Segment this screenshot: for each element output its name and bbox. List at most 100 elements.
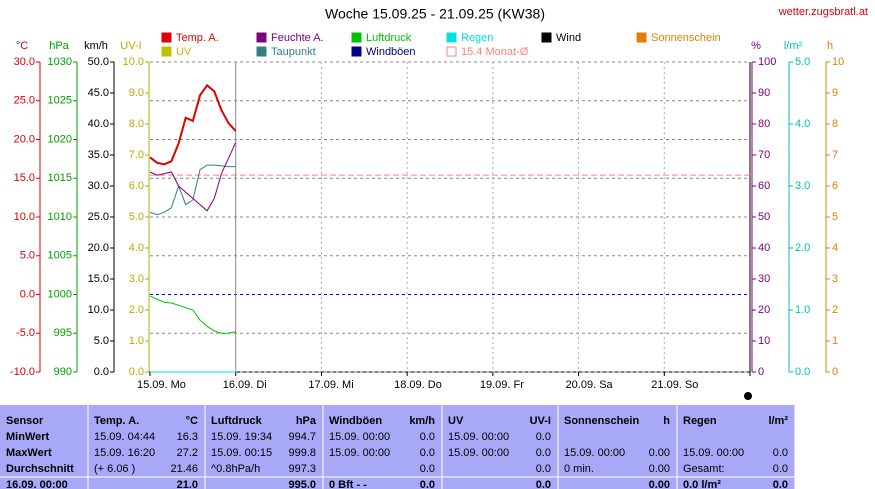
cell-value: 0.00 xyxy=(649,447,670,459)
y-tick-label: 40.0 xyxy=(88,118,109,130)
cell-value: 0.0 xyxy=(536,431,551,443)
cell-value: 999.8 xyxy=(288,447,316,459)
cell-value: 0.00 xyxy=(649,463,670,475)
y-axis-title: UV-I xyxy=(120,40,141,52)
y-tick-label: -10.0 xyxy=(10,366,35,378)
y-tick-label: 2 xyxy=(832,304,838,316)
cell-value: 0.0 xyxy=(420,463,435,475)
row-label: MinWert xyxy=(6,431,50,443)
cell-value: 994.7 xyxy=(288,431,316,443)
y-tick-label: 995 xyxy=(54,327,72,339)
cell-value: 21.0 xyxy=(177,479,198,489)
column-title: Temp. A. xyxy=(94,415,139,427)
y-axis-title: h xyxy=(827,40,833,52)
y-tick-label: 10.0 xyxy=(88,304,109,316)
y-tick-label: 40 xyxy=(758,242,770,254)
cell-note: 0 Bft - - xyxy=(329,479,367,489)
legend-label: Wind xyxy=(556,32,581,44)
legend-swatch xyxy=(446,46,457,57)
cell-note: 0.0 l/m² xyxy=(683,479,721,489)
legend-label: 15.4 Monat-Ø xyxy=(461,46,529,58)
y-tick-label: 0.0 xyxy=(129,366,144,378)
legend-label: Regen xyxy=(461,32,493,44)
y-tick-label: 10.0 xyxy=(123,56,144,68)
y-tick-label: 2.0 xyxy=(129,304,144,316)
y-tick-label: 1005 xyxy=(48,250,72,262)
series-line xyxy=(149,142,237,212)
cell-value: 27.2 xyxy=(177,447,198,459)
y-tick-label: 8 xyxy=(832,118,838,130)
legend-label: Windböen xyxy=(366,46,416,58)
column-title: Regen xyxy=(683,415,717,427)
x-tick-label: 20.09. Sa xyxy=(566,379,614,391)
cell-value: 16.3 xyxy=(177,431,198,443)
y-tick-label: 0.0 xyxy=(795,366,810,378)
y-axis-title: % xyxy=(751,40,761,52)
y-tick-label: 0 xyxy=(758,366,764,378)
y-tick-label: 100 xyxy=(758,56,776,68)
y-tick-label: 45.0 xyxy=(88,87,109,99)
y-tick-label: 5.0 xyxy=(94,335,109,347)
y-axis-title: °C xyxy=(16,40,28,52)
legend-swatch xyxy=(446,32,457,43)
y-tick-label: 0.0 xyxy=(94,366,109,378)
y-tick-label: 5.0 xyxy=(20,250,35,262)
x-tick-label: 15.09. Mo xyxy=(137,379,186,391)
column-unit: hPa xyxy=(296,415,317,427)
site-link[interactable]: wetter.zugsbratl.at xyxy=(778,6,868,18)
cell-value: 0.00 xyxy=(649,479,670,489)
y-tick-label: 15.0 xyxy=(14,172,35,184)
y-tick-label: 80 xyxy=(758,118,770,130)
chart-title: Woche 15.09.25 - 21.09.25 (KW38) xyxy=(325,6,545,22)
series-line xyxy=(149,83,237,166)
y-tick-label: 0 xyxy=(832,366,838,378)
y-tick-label: 15.0 xyxy=(88,273,109,285)
cell-note: 15.09. 00:00 xyxy=(564,447,625,459)
column-title: Sonnenschein xyxy=(564,415,639,427)
y-tick-label: 50 xyxy=(758,211,770,223)
column-unit: h xyxy=(663,415,670,427)
legend-label: Temp. A. xyxy=(176,32,219,44)
y-tick-label: 1025 xyxy=(48,95,72,107)
column-unit: km/h xyxy=(409,415,435,427)
legend-swatch xyxy=(161,32,172,43)
y-tick-label: 9.0 xyxy=(129,87,144,99)
cell-value: 0.0 xyxy=(773,447,788,459)
legend-swatch xyxy=(161,46,172,57)
cell-value: 0.0 xyxy=(420,479,435,489)
y-tick-label: 10.0 xyxy=(14,211,35,223)
cell-note: (+ 6.06 ) xyxy=(94,463,135,475)
cell-value: 0.0 xyxy=(536,463,551,475)
row-label: MaxWert xyxy=(6,447,52,459)
y-tick-label: 0.0 xyxy=(20,288,35,300)
row-label: Durchschnitt xyxy=(6,463,74,475)
y-tick-label: 50.0 xyxy=(88,56,109,68)
cell-note: 15.09. 16:20 xyxy=(94,447,155,459)
cell-value: 995.0 xyxy=(288,479,316,489)
legend-swatch xyxy=(256,32,267,43)
x-tick-label: 21.09. So xyxy=(651,379,698,391)
table-corner: Sensor xyxy=(6,415,44,427)
legend-label: Taupunkt xyxy=(271,46,316,58)
x-tick-label: 18.09. Do xyxy=(394,379,442,391)
y-tick-label: 90 xyxy=(758,87,770,99)
x-tick-label: 16.09. Di xyxy=(223,379,267,391)
cell-value: 0.0 xyxy=(536,447,551,459)
legend-label: UV xyxy=(176,46,192,58)
cell-value: 0.0 xyxy=(536,479,551,489)
y-tick-label: 10 xyxy=(832,56,844,68)
y-tick-label: 1015 xyxy=(48,172,72,184)
y-tick-label: 30.0 xyxy=(14,56,35,68)
column-title: Windböen xyxy=(329,415,382,427)
cell-note: 15.09. 00:00 xyxy=(329,447,390,459)
table-background xyxy=(0,405,795,489)
cell-note: 15.09. 00:00 xyxy=(683,447,744,459)
cell-note: ^0.8hPa/h xyxy=(211,463,260,475)
y-tick-label: 3.0 xyxy=(129,273,144,285)
legend-label: Sonnenschein xyxy=(651,32,721,44)
y-tick-label: 1.0 xyxy=(795,304,810,316)
y-tick-label: 5 xyxy=(832,211,838,223)
y-tick-label: 1 xyxy=(832,335,838,347)
y-tick-label: 1030 xyxy=(48,56,72,68)
